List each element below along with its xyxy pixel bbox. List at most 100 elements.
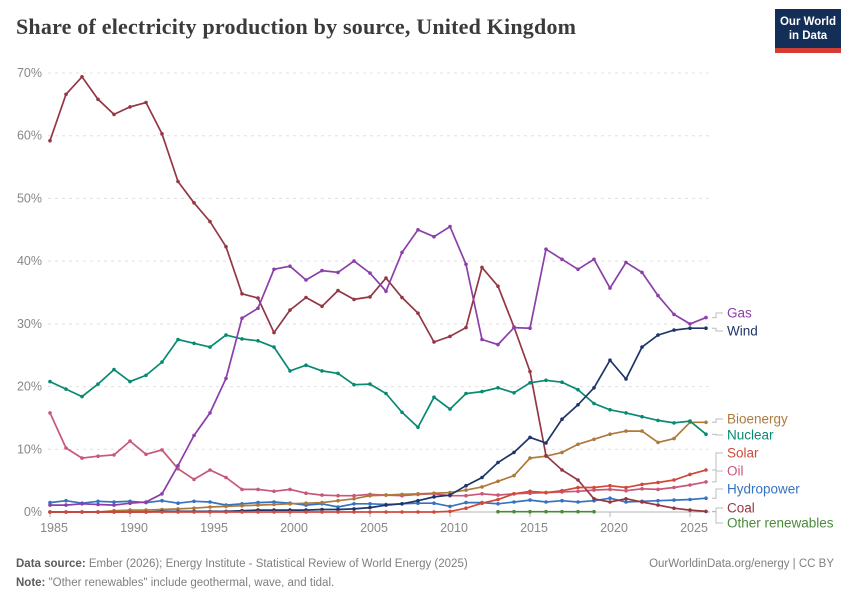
owid-logo-line2: in Data (788, 30, 828, 42)
data-point (240, 503, 244, 508)
data-point (656, 418, 660, 423)
data-point (368, 271, 372, 275)
series-solar[interactable] (48, 468, 708, 514)
series-line (49, 75, 707, 513)
data-point (592, 437, 596, 442)
data-point (496, 284, 500, 289)
data-point (192, 499, 196, 504)
data-point (656, 480, 660, 485)
series-coal[interactable] (48, 75, 708, 514)
data-point (64, 503, 68, 507)
data-point (128, 379, 132, 384)
data-point (544, 490, 548, 495)
data-point (560, 488, 564, 493)
data-point (416, 492, 420, 496)
data-point (688, 497, 692, 502)
data-point (576, 485, 580, 490)
data-point (144, 373, 148, 378)
data-point (320, 304, 324, 309)
x-tick-label: 2020 (600, 521, 628, 535)
data-point (624, 429, 628, 433)
data-point (688, 508, 692, 512)
series-bioenergy[interactable] (48, 420, 708, 514)
data-point (608, 487, 612, 492)
data-point (160, 510, 164, 514)
data-point (528, 489, 532, 494)
data-point (80, 456, 84, 460)
data-point (352, 259, 356, 263)
data-point (528, 326, 532, 331)
data-point (352, 502, 356, 506)
legend-label-oil[interactable]: Oil (727, 464, 744, 479)
data-point (544, 500, 548, 504)
data-point (576, 403, 580, 407)
legend-connector (712, 470, 723, 483)
data-point (672, 421, 676, 425)
legend-label-wind[interactable]: Wind (727, 324, 758, 339)
data-point (464, 500, 468, 505)
data-point (688, 472, 692, 477)
data-point (608, 496, 612, 501)
legend-label-gas[interactable]: Gas (727, 306, 752, 321)
data-point (672, 478, 676, 482)
data-point (256, 306, 260, 311)
data-point (176, 510, 180, 514)
data-point (48, 503, 52, 507)
data-point (704, 468, 708, 472)
legend-label-nuclear[interactable]: Nuclear (727, 428, 774, 443)
legend-label-coal[interactable]: Coal (727, 501, 755, 516)
data-point (368, 502, 372, 506)
legend-label-solar[interactable]: Solar (727, 446, 759, 461)
series-gas[interactable] (48, 224, 708, 507)
data-point (672, 436, 676, 441)
data-point (48, 510, 52, 514)
data-point (704, 420, 708, 425)
data-point (240, 292, 244, 296)
data-point (336, 498, 340, 503)
data-point (640, 500, 644, 504)
data-point (240, 337, 244, 341)
series-nuclear[interactable] (48, 333, 708, 437)
data-point (336, 288, 340, 293)
legend-connector (712, 452, 723, 471)
legend-connector (712, 433, 723, 436)
legend-label-other-renewables[interactable]: Other renewables (727, 516, 834, 531)
data-point (592, 401, 596, 406)
legend-label-bioenergy[interactable]: Bioenergy (727, 412, 788, 427)
series-other-renewables[interactable] (496, 509, 596, 514)
data-point (224, 244, 228, 249)
data-point (704, 480, 708, 484)
data-point (256, 503, 260, 507)
data-point (448, 504, 452, 509)
page-title: Share of electricity production by sourc… (16, 14, 577, 39)
data-point (480, 501, 484, 506)
data-point (256, 510, 260, 514)
y-tick-label: 30% (17, 317, 42, 331)
legend-connector (712, 418, 723, 423)
data-point (560, 417, 564, 422)
data-point (432, 495, 436, 499)
data-point (656, 503, 660, 507)
data-point (576, 500, 580, 504)
data-point (608, 358, 612, 363)
data-point (544, 441, 548, 445)
data-point (64, 510, 68, 514)
data-point (96, 97, 100, 102)
data-point (112, 112, 116, 117)
data-point (144, 452, 148, 457)
data-point (496, 386, 500, 390)
data-point (576, 489, 580, 494)
owid-logo[interactable]: Our World in Data (775, 9, 841, 53)
data-point (528, 456, 532, 460)
data-source-label: Data source: (16, 558, 86, 570)
data-point (320, 507, 324, 512)
data-point (160, 498, 164, 503)
data-point (448, 407, 452, 411)
data-point (464, 493, 468, 498)
data-point (400, 492, 404, 497)
data-point (592, 485, 596, 490)
legend-label-hydropower[interactable]: Hydropower (727, 482, 800, 497)
owid-energy-link[interactable]: OurWorldinData.org/energy | CC BY (649, 558, 834, 570)
data-point (48, 379, 52, 384)
